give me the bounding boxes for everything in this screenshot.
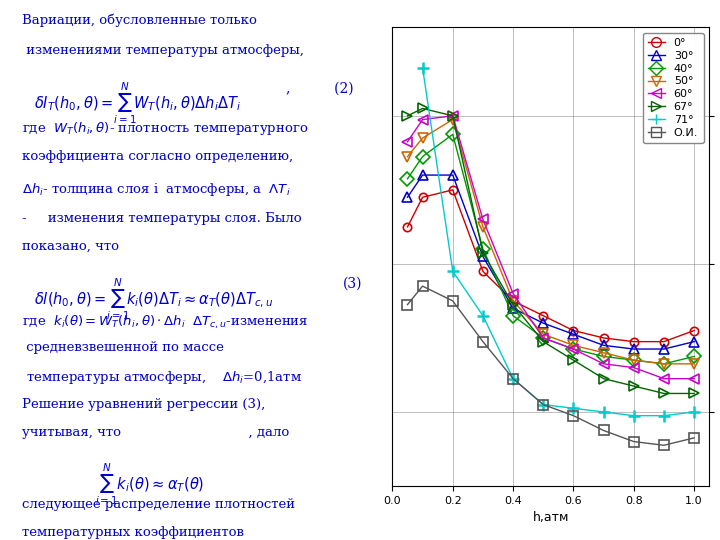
X-axis label: h,атм: h,атм <box>533 511 569 524</box>
Text: коэффициента согласно определению,: коэффициента согласно определению, <box>22 151 294 164</box>
Text: $\Delta h_i$- толщина слоя i  атмосферы, а  $\Lambda T_i$: $\Delta h_i$- толщина слоя i атмосферы, … <box>22 181 291 198</box>
Text: ,          (2): , (2) <box>286 81 354 95</box>
Text: где  $k_i(\theta)=W_T(h_i,\theta)\cdot\Delta h_i$  $\Delta T_{c,u}$-изменения: где $k_i(\theta)=W_T(h_i,\theta)\cdot\De… <box>22 314 309 331</box>
Text: -     изменения температуры слоя. Было: - изменения температуры слоя. Было <box>22 212 302 225</box>
Text: температуры атмосферы,    $\Delta h_i$=0,1атм: температуры атмосферы, $\Delta h_i$=0,1а… <box>22 369 302 386</box>
Text: средневзвешенной по массе: средневзвешенной по массе <box>22 341 225 354</box>
Text: следующее распределение плотностей: следующее распределение плотностей <box>22 498 295 511</box>
Text: (3): (3) <box>343 276 362 291</box>
Text: где  $W_T(h_i,\theta)$- плотность температурного: где $W_T(h_i,\theta)$- плотность темпера… <box>22 120 309 137</box>
Text: $\sum_{i=1}^{N}k_i(\theta)\approx\alpha_T(\theta)$: $\sum_{i=1}^{N}k_i(\theta)\approx\alpha_… <box>95 461 204 507</box>
Text: $\delta l(h_0,\theta)=\!\sum_{i=1}^{N}\!k_i(\theta)\Delta T_i\approx\alpha_T(\th: $\delta l(h_0,\theta)=\!\sum_{i=1}^{N}\!… <box>34 276 273 322</box>
Text: температурных коэффициентов: температурных коэффициентов <box>22 526 244 539</box>
Text: $\delta I_T(h_0,\theta)=\!\sum_{i=1}^{N}\!W_T(h_i,\theta)\Delta h_i\Delta T_i$: $\delta I_T(h_0,\theta)=\!\sum_{i=1}^{N}… <box>34 81 241 126</box>
Text: Вариации, обусловленные только: Вариации, обусловленные только <box>22 14 257 27</box>
Text: учитывая, что                              , дало: учитывая, что , дало <box>22 426 289 439</box>
Legend: 0°, 30°, 40°, 50°, 60°, 67°, 71°, О.И.: 0°, 30°, 40°, 50°, 60°, 67°, 71°, О.И. <box>643 32 703 143</box>
Text: Решение уравнений регрессии (3),: Решение уравнений регрессии (3), <box>22 399 266 411</box>
Text: показано, что: показано, что <box>22 240 120 253</box>
Text: изменениями температуры атмосферы,: изменениями температуры атмосферы, <box>22 44 305 57</box>
